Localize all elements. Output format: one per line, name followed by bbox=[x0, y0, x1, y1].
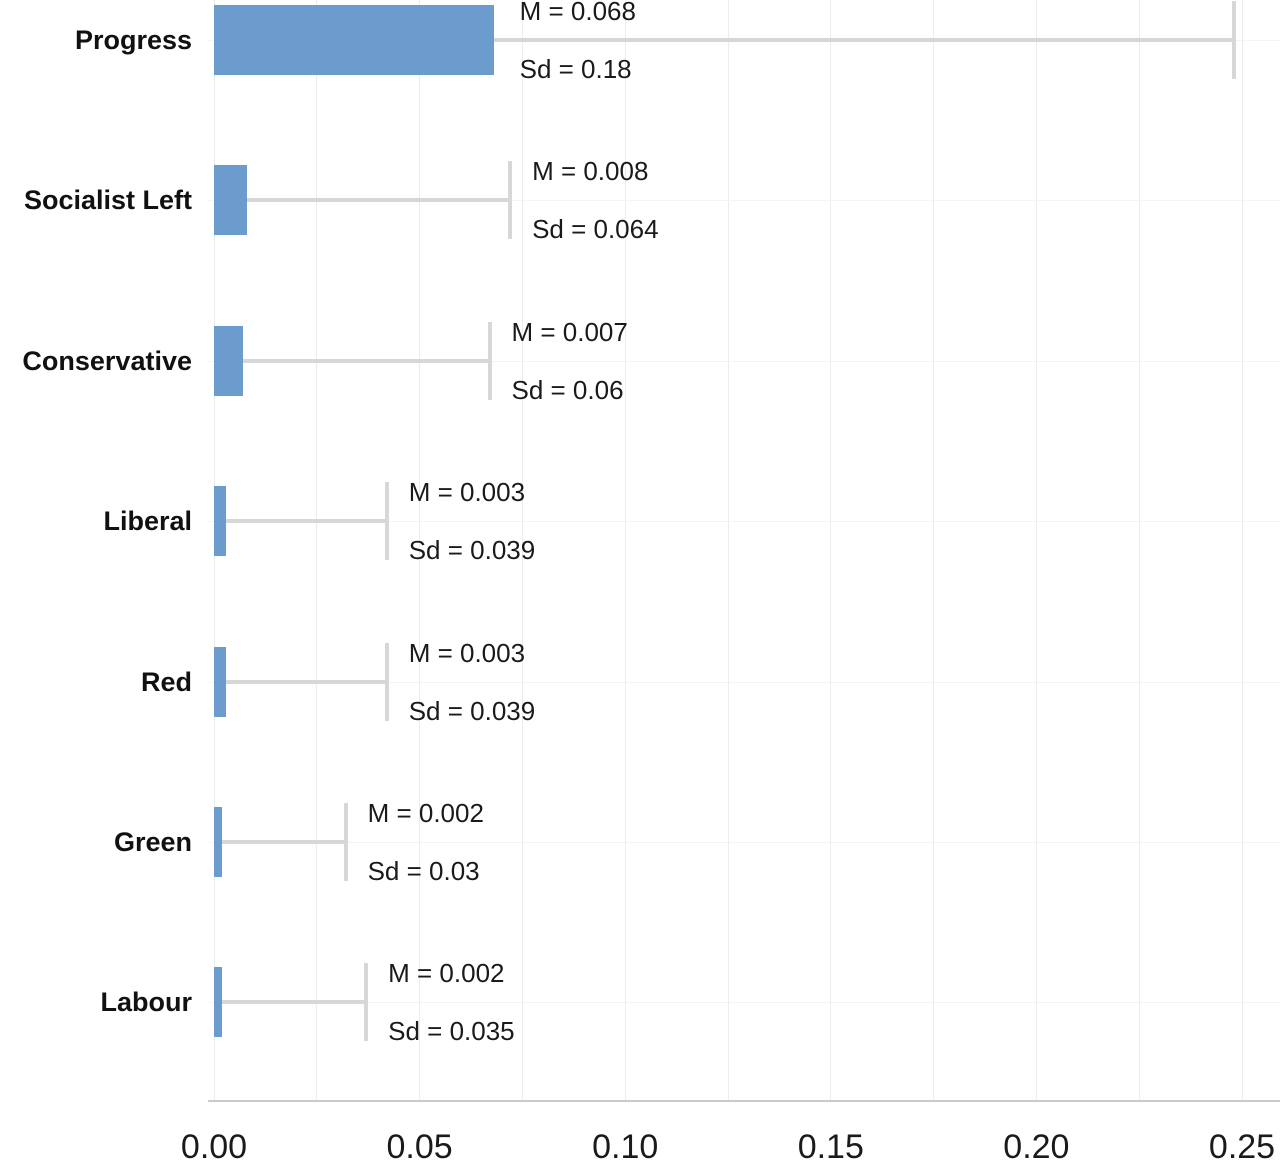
mean-annotation: M = 0.068 bbox=[519, 0, 636, 26]
bar bbox=[214, 967, 223, 1038]
gridline-vertical bbox=[521, 0, 523, 1100]
x-tick-label: 0.20 bbox=[1003, 1128, 1070, 1161]
gridline-horizontal bbox=[208, 200, 1280, 202]
mean-annotation: M = 0.003 bbox=[408, 477, 526, 508]
category-label: Green bbox=[113, 827, 192, 857]
error-bar-line bbox=[226, 519, 387, 524]
error-bar-cap bbox=[384, 482, 389, 561]
bar bbox=[214, 5, 494, 75]
bar bbox=[214, 325, 243, 396]
gridline-horizontal bbox=[208, 521, 1280, 523]
category-label: Progress bbox=[74, 25, 192, 55]
error-bar-cap bbox=[508, 161, 513, 240]
gridline-horizontal bbox=[208, 360, 1280, 362]
error-bar-line bbox=[242, 358, 490, 363]
sd-annotation: Sd = 0.18 bbox=[519, 54, 632, 84]
gridline-vertical bbox=[316, 0, 318, 1100]
category-label: Red bbox=[140, 666, 192, 697]
mean-annotation: M = 0.002 bbox=[388, 958, 505, 989]
sd-annotation: Sd = 0.039 bbox=[408, 695, 536, 726]
gridline-horizontal bbox=[208, 842, 1280, 843]
error-bar-line bbox=[222, 840, 346, 844]
x-tick-label: 0.00 bbox=[180, 1128, 248, 1161]
bar bbox=[214, 486, 227, 557]
category-label: Labour bbox=[100, 987, 193, 1018]
x-tick-label: 0.10 bbox=[592, 1128, 659, 1161]
gridline-vertical bbox=[419, 0, 421, 1100]
x-axis-line bbox=[208, 1100, 1280, 1102]
gridline-vertical bbox=[1035, 0, 1037, 1100]
x-tick-label: 0.05 bbox=[386, 1128, 453, 1161]
gridline-vertical bbox=[624, 0, 626, 1100]
category-label: Conservative bbox=[22, 345, 192, 376]
gridline-vertical bbox=[933, 0, 935, 1100]
error-bar-line bbox=[246, 198, 511, 203]
sd-annotation: Sd = 0.03 bbox=[367, 856, 480, 886]
sd-annotation: Sd = 0.064 bbox=[532, 214, 659, 245]
error-bar-cap bbox=[364, 963, 369, 1042]
sd-annotation: Sd = 0.039 bbox=[408, 535, 536, 566]
error-bar-line bbox=[493, 38, 1234, 42]
error-bar-cap bbox=[384, 642, 389, 721]
gridline-vertical bbox=[830, 0, 832, 1100]
error-bar-line bbox=[222, 1000, 367, 1005]
mean-annotation: M = 0.002 bbox=[367, 798, 484, 828]
x-tick-label: 0.15 bbox=[797, 1128, 864, 1161]
error-bar-cap bbox=[1231, 1, 1236, 79]
error-bar-line bbox=[226, 679, 387, 684]
gridline-vertical bbox=[1241, 0, 1243, 1100]
mean-annotation: M = 0.007 bbox=[511, 316, 628, 347]
error-bar-cap bbox=[487, 321, 492, 400]
gridline-horizontal bbox=[208, 1002, 1280, 1004]
category-label: Socialist Left bbox=[23, 185, 192, 216]
mean-annotation: M = 0.008 bbox=[532, 156, 649, 187]
gridline-vertical bbox=[1138, 0, 1140, 1100]
mean-annotation: M = 0.003 bbox=[408, 637, 526, 668]
x-tick-label: 0.25 bbox=[1208, 1128, 1276, 1161]
gridline-horizontal bbox=[208, 681, 1280, 683]
bar bbox=[214, 646, 227, 717]
category-label: Liberal bbox=[103, 506, 192, 537]
sd-annotation: Sd = 0.035 bbox=[388, 1016, 515, 1047]
gridline-vertical bbox=[727, 0, 729, 1100]
error-bar-cap bbox=[343, 803, 348, 881]
sd-annotation: Sd = 0.06 bbox=[511, 374, 624, 405]
bar bbox=[214, 807, 223, 877]
bar bbox=[214, 165, 247, 236]
